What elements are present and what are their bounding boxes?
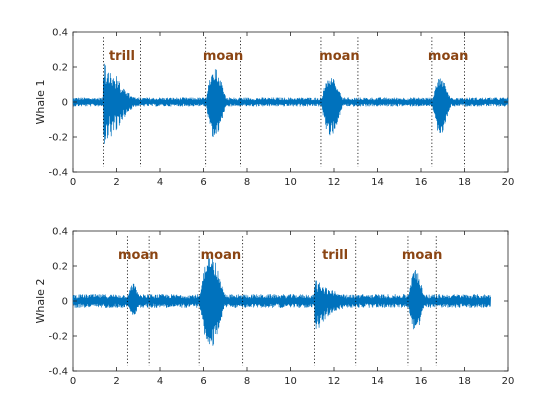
whale-2-panel: moan moan trill moan 0 2 4 6 8 10 12 14 16 18 20 -0.4 -0… — [34, 227, 514, 388]
y-axis-label: Whale 2 — [34, 279, 47, 324]
x-tick-label: 12 — [328, 177, 341, 188]
y-tick-label: 0.2 — [52, 262, 68, 273]
y-tick-label: 0 — [62, 98, 68, 109]
segment-label: moan — [428, 49, 469, 64]
whale-1-panel: trill moan moan moan 0 2 4 6 8 10 12 14 16 18 20 -0.4 -0… — [34, 28, 514, 189]
x-tick-label: 16 — [415, 376, 428, 387]
segment-label: moan — [203, 49, 244, 64]
waveform-line — [72, 255, 491, 346]
x-tick-label: 18 — [458, 177, 471, 188]
x-tick-label: 8 — [244, 376, 250, 387]
x-tick-label: 18 — [458, 376, 471, 387]
x-tick-label: 20 — [502, 376, 515, 387]
x-tick-label: 16 — [415, 177, 428, 188]
y-tick-label: -0.4 — [48, 367, 68, 378]
segment-label: moan — [402, 248, 443, 263]
waveform-line — [72, 63, 509, 144]
segment-label: moan — [201, 248, 242, 263]
segment-label: trill — [109, 49, 135, 64]
x-tick-label: 10 — [284, 376, 297, 387]
y-tick-label: -0.2 — [48, 332, 68, 343]
x-tick-label: 4 — [157, 376, 163, 387]
y-tick-label: 0.4 — [52, 28, 68, 39]
y-tick-label: 0.4 — [52, 227, 68, 238]
x-tick-label: 0 — [70, 177, 76, 188]
segment-label: trill — [322, 248, 348, 263]
y-axis-label: Whale 1 — [34, 80, 47, 125]
x-tick-label: 20 — [502, 177, 515, 188]
x-tick-label: 14 — [371, 177, 384, 188]
x-tick-label: 12 — [328, 376, 341, 387]
x-tick-label: 6 — [200, 177, 206, 188]
y-tick-label: 0 — [62, 297, 68, 308]
x-tick-label: 0 — [70, 376, 76, 387]
segment-label: moan — [319, 49, 360, 64]
y-tick-label: -0.2 — [48, 133, 68, 144]
segment-label: moan — [118, 248, 159, 263]
x-tick-label: 8 — [244, 177, 250, 188]
x-tick-label: 2 — [113, 177, 119, 188]
x-tick-label: 14 — [371, 376, 384, 387]
x-tick-label: 10 — [284, 177, 297, 188]
x-tick-label: 6 — [200, 376, 206, 387]
x-tick-label: 4 — [157, 177, 163, 188]
y-tick-label: 0.2 — [52, 63, 68, 74]
y-tick-label: -0.4 — [48, 168, 68, 179]
x-tick-label: 2 — [113, 376, 119, 387]
